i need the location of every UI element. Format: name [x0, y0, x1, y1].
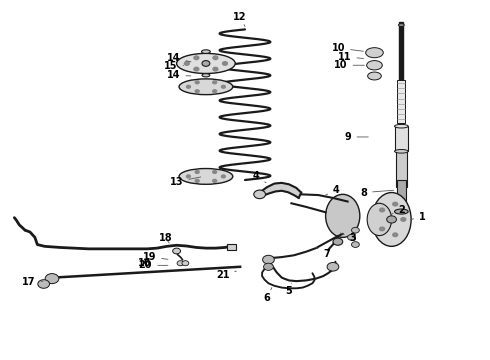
Ellipse shape [367, 203, 392, 235]
Circle shape [202, 60, 210, 66]
Text: 2: 2 [392, 206, 405, 216]
Circle shape [264, 263, 273, 270]
Circle shape [184, 62, 189, 65]
Circle shape [172, 248, 180, 254]
Text: 20: 20 [139, 260, 168, 270]
Text: 17: 17 [23, 277, 43, 287]
Circle shape [187, 85, 191, 88]
Circle shape [380, 227, 385, 231]
Bar [227, 244, 236, 250]
Text: 1: 1 [411, 212, 426, 221]
Text: 21: 21 [216, 270, 237, 280]
Ellipse shape [326, 194, 360, 237]
Text: 16: 16 [138, 258, 151, 268]
Text: 13: 13 [170, 177, 201, 187]
Bar [397, 80, 405, 123]
Bar [396, 130, 407, 187]
Circle shape [187, 175, 191, 178]
Circle shape [393, 233, 398, 237]
Ellipse shape [202, 74, 210, 77]
Circle shape [263, 255, 274, 264]
Text: 9: 9 [345, 132, 368, 142]
Circle shape [195, 179, 199, 182]
Text: 11: 11 [338, 51, 364, 62]
Ellipse shape [394, 209, 408, 214]
Text: 10: 10 [332, 43, 364, 53]
Circle shape [213, 90, 217, 93]
Text: 5: 5 [286, 283, 293, 296]
Ellipse shape [398, 24, 404, 27]
Circle shape [333, 238, 343, 245]
Text: 12: 12 [233, 12, 247, 27]
Text: 3: 3 [341, 233, 356, 243]
Circle shape [213, 179, 217, 182]
Ellipse shape [394, 149, 408, 153]
Circle shape [38, 280, 49, 288]
Ellipse shape [366, 48, 383, 58]
Circle shape [221, 85, 225, 88]
Circle shape [182, 261, 189, 266]
Circle shape [222, 62, 227, 65]
Ellipse shape [394, 125, 408, 128]
Bar [397, 180, 406, 216]
Circle shape [45, 274, 59, 284]
Text: 10: 10 [334, 60, 365, 70]
Text: 8: 8 [360, 188, 393, 198]
Circle shape [347, 234, 355, 240]
Circle shape [254, 190, 266, 199]
Circle shape [213, 171, 217, 174]
Ellipse shape [176, 53, 235, 73]
Circle shape [194, 56, 199, 60]
Text: 4: 4 [253, 171, 266, 183]
Ellipse shape [367, 60, 382, 70]
Circle shape [194, 67, 199, 71]
Text: 14: 14 [167, 70, 191, 80]
Text: 15: 15 [164, 61, 184, 71]
Circle shape [351, 242, 359, 247]
Circle shape [195, 171, 199, 174]
Text: 4: 4 [326, 185, 340, 195]
Circle shape [380, 208, 385, 212]
Bar [399, 22, 403, 130]
Ellipse shape [372, 193, 411, 246]
Text: 19: 19 [143, 252, 168, 262]
Ellipse shape [179, 168, 233, 184]
Circle shape [213, 56, 218, 60]
Polygon shape [260, 183, 301, 198]
Text: 6: 6 [264, 288, 272, 303]
Ellipse shape [179, 79, 233, 95]
Text: 7: 7 [316, 247, 330, 258]
Ellipse shape [201, 50, 210, 53]
Circle shape [177, 261, 184, 266]
Circle shape [327, 262, 339, 271]
Circle shape [195, 90, 199, 93]
Text: 18: 18 [159, 233, 172, 243]
Circle shape [195, 81, 199, 84]
Text: 14: 14 [167, 53, 191, 63]
Circle shape [387, 216, 396, 223]
Circle shape [221, 175, 225, 178]
Circle shape [393, 202, 398, 206]
Circle shape [213, 67, 218, 71]
Circle shape [213, 81, 217, 84]
Circle shape [401, 218, 406, 221]
Bar [394, 126, 408, 151]
Ellipse shape [368, 72, 381, 80]
Circle shape [351, 227, 359, 233]
